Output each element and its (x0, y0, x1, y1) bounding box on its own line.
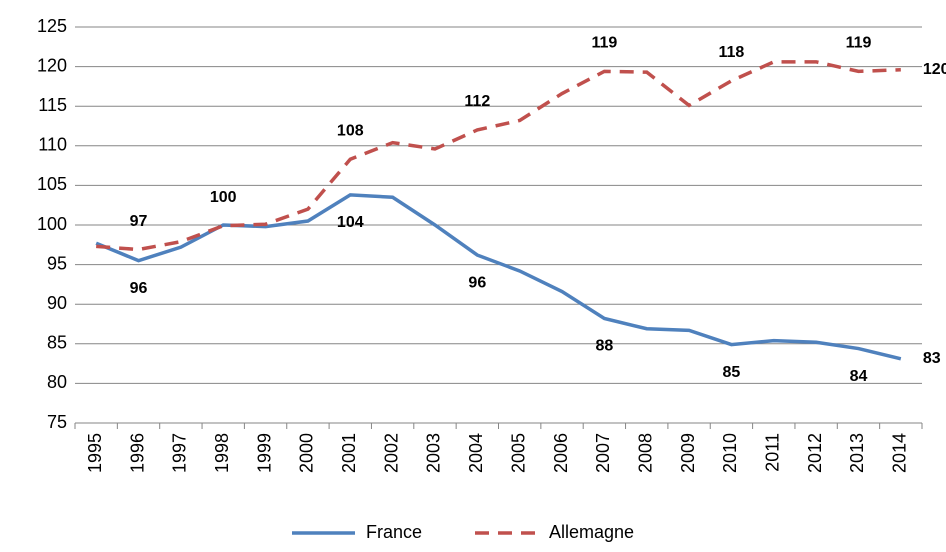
x-tick-label: 1995 (85, 433, 105, 473)
y-tick-label: 80 (47, 372, 67, 392)
x-tick-label: 2008 (635, 433, 655, 473)
x-tick-label: 2000 (297, 433, 317, 473)
data-label: 104 (337, 214, 364, 231)
data-label: 83 (923, 350, 941, 367)
x-tick-label: 2002 (381, 433, 401, 473)
legend-label: France (366, 522, 422, 542)
y-tick-label: 95 (47, 253, 67, 273)
x-tick-label: 2003 (424, 433, 444, 473)
legend-label: Allemagne (549, 522, 634, 542)
x-tick-label: 2011 (763, 433, 783, 472)
y-tick-label: 110 (38, 135, 67, 155)
y-tick-label: 120 (37, 55, 67, 75)
data-label: 96 (130, 280, 148, 297)
x-tick-label: 2013 (847, 433, 867, 473)
data-label: 100 (210, 189, 237, 206)
data-label: 112 (464, 93, 490, 110)
y-tick-label: 100 (37, 214, 67, 234)
y-tick-label: 85 (47, 333, 67, 353)
x-tick-label: 2005 (508, 433, 528, 473)
x-tick-label: 1996 (127, 433, 147, 473)
x-tick-label: 1998 (212, 433, 232, 473)
y-tick-label: 75 (47, 412, 67, 432)
series-line (95, 193, 902, 361)
x-tick-label: 2004 (466, 433, 486, 473)
data-label: 88 (595, 338, 613, 355)
series-line (96, 60, 901, 252)
data-label: 119 (846, 35, 872, 52)
data-label: 96 (468, 274, 486, 291)
data-label: 85 (723, 364, 741, 381)
x-tick-label: 2009 (678, 433, 698, 473)
data-label: 119 (591, 35, 617, 52)
y-tick-label: 105 (37, 174, 67, 194)
data-label: 97 (130, 213, 148, 230)
x-tick-label: 2012 (805, 433, 825, 473)
data-label: 108 (337, 122, 364, 139)
x-tick-label: 2006 (551, 433, 571, 473)
y-tick-label: 115 (38, 95, 67, 115)
data-label: 120 (923, 61, 946, 78)
x-tick-label: 2014 (890, 433, 910, 473)
data-label: 118 (719, 44, 745, 61)
x-tick-label: 2007 (593, 433, 613, 473)
data-label: 84 (850, 368, 868, 385)
y-tick-label: 125 (37, 16, 67, 36)
x-tick-label: 1997 (170, 433, 190, 473)
x-tick-label: 2001 (339, 433, 359, 473)
x-tick-label: 1999 (254, 433, 274, 473)
x-tick-label: 2010 (720, 433, 740, 473)
y-tick-label: 90 (47, 293, 67, 313)
